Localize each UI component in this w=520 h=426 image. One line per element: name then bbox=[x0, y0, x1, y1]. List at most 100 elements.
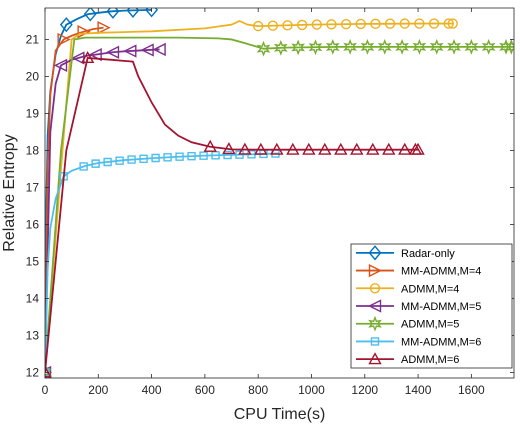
series-3-point-13 bbox=[414, 18, 425, 29]
series-4-point-4 bbox=[88, 47, 102, 62]
legend-label: ADMM,M=4 bbox=[401, 283, 459, 295]
series-7-point-14 bbox=[382, 142, 396, 155]
y-tick-label: 14 bbox=[26, 291, 40, 305]
series-5-point-13 bbox=[447, 38, 461, 55]
series-6-point-4 bbox=[91, 159, 100, 168]
legend-entry-6: MM-ADMM,M=6 bbox=[356, 336, 481, 348]
series-5-point-14 bbox=[464, 38, 479, 55]
series-3-point-1 bbox=[45, 367, 51, 378]
series-3-point-8 bbox=[340, 18, 352, 30]
series-line-6 bbox=[45, 152, 280, 373]
legend-label: MM-ADMM,M=5 bbox=[401, 301, 481, 313]
series-5-point-15 bbox=[481, 38, 496, 55]
x-axis-label: CPU Time(s) bbox=[234, 406, 326, 423]
series-7-point-1 bbox=[45, 365, 52, 378]
series-6-point-6 bbox=[115, 156, 124, 165]
series-7-point-13 bbox=[366, 142, 380, 155]
series-4-point-7 bbox=[140, 43, 154, 57]
series-7-point-2 bbox=[80, 51, 95, 64]
series-3-point-5 bbox=[296, 19, 308, 31]
series-6-point-13 bbox=[199, 151, 208, 160]
legend-label: Radar-only bbox=[401, 248, 455, 260]
series-7-point-12 bbox=[350, 142, 364, 155]
series-5-point-17 bbox=[504, 38, 514, 55]
series-4-point-5 bbox=[105, 45, 120, 59]
y-tick-label: 13 bbox=[26, 328, 40, 342]
x-tick-label: 1400 bbox=[405, 383, 432, 397]
series-6-point-7 bbox=[127, 155, 136, 164]
series-3-point-9 bbox=[355, 18, 366, 30]
series-5-point-6 bbox=[325, 38, 340, 55]
series-5-point-3 bbox=[273, 39, 288, 56]
series-4-point-1 bbox=[45, 365, 52, 378]
y-tick-label: 17 bbox=[26, 180, 40, 194]
series-7-point-17 bbox=[411, 142, 425, 155]
legend-marker bbox=[369, 283, 381, 294]
series-7-point-15 bbox=[398, 142, 412, 155]
y-tick-label: 20 bbox=[26, 69, 40, 83]
series-5-point-2 bbox=[256, 40, 271, 57]
series-7-point-6 bbox=[254, 142, 268, 155]
legend-entry-3: ADMM,M=4 bbox=[356, 283, 459, 295]
legend-entry-7: ADMM,M=6 bbox=[356, 352, 459, 366]
series-3-point-11 bbox=[384, 18, 396, 29]
series-5-point-16 bbox=[499, 38, 513, 55]
series-3-point-7 bbox=[326, 19, 337, 30]
y-tick-label: 16 bbox=[26, 217, 40, 231]
series-6-point-3 bbox=[79, 162, 88, 171]
series-line-3 bbox=[45, 19, 453, 373]
series-7 bbox=[45, 51, 425, 378]
x-tick-label: 1000 bbox=[298, 383, 325, 397]
series-7-point-7 bbox=[270, 142, 284, 155]
x-tick-label: 0 bbox=[42, 383, 49, 397]
series-3-point-14 bbox=[428, 18, 440, 29]
series-2-point-2 bbox=[57, 32, 71, 47]
series-7-point-11 bbox=[334, 142, 348, 155]
series-7-point-8 bbox=[286, 142, 300, 155]
legend-entry-4: MM-ADMM,M=5 bbox=[356, 299, 481, 313]
y-tick-label: 19 bbox=[26, 106, 40, 120]
series-2 bbox=[45, 20, 111, 376]
series-3-point-16 bbox=[447, 18, 458, 29]
series-2-point-4 bbox=[97, 20, 111, 35]
x-tick-label: 1200 bbox=[351, 383, 378, 397]
series-line-5 bbox=[45, 36, 514, 373]
series-3 bbox=[45, 18, 458, 378]
y-tick-label: 15 bbox=[26, 254, 40, 268]
series-5 bbox=[45, 36, 514, 378]
series-3-point-6 bbox=[311, 19, 323, 30]
series-line-2 bbox=[45, 26, 104, 373]
series-1-point-2 bbox=[59, 17, 73, 33]
legend-entry-1: Radar-only bbox=[356, 245, 455, 261]
y-tick-label: 21 bbox=[26, 32, 40, 46]
legend: Radar-only MM-ADMM,M=4 ADMM,M=4 MM-ADMM,M=5… bbox=[350, 243, 513, 369]
series-4-point-8 bbox=[152, 42, 166, 57]
series-6-point-11 bbox=[175, 152, 184, 161]
series-1-point-6 bbox=[145, 8, 159, 18]
series-7-point-9 bbox=[302, 142, 316, 155]
series-5-point-7 bbox=[343, 38, 357, 55]
series-6-point-17 bbox=[247, 150, 256, 159]
series-7-point-5 bbox=[238, 142, 252, 155]
series-6-point-5 bbox=[103, 157, 112, 167]
series-3-point-2 bbox=[252, 20, 264, 32]
legend-label: MM-ADMM,M=4 bbox=[401, 266, 481, 278]
series-5-point-9 bbox=[377, 38, 392, 55]
legend-entry-5: ADMM,M=5 bbox=[356, 315, 459, 332]
series-7-point-4 bbox=[222, 142, 236, 155]
axes-box bbox=[44, 7, 515, 379]
x-tick-label: 1600 bbox=[458, 383, 485, 397]
series-5-point-10 bbox=[395, 38, 409, 55]
legend-marker bbox=[368, 315, 382, 332]
series-5-point-11 bbox=[412, 38, 427, 55]
series-6-point-15 bbox=[223, 150, 232, 160]
series-5-point-12 bbox=[429, 38, 444, 55]
y-axis-label: Relative Entropy bbox=[1, 134, 18, 251]
legend-entry-2: MM-ADMM,M=4 bbox=[356, 263, 481, 278]
x-tick-label: 200 bbox=[88, 383, 108, 397]
legend-marker bbox=[368, 263, 383, 278]
y-tick-label: 12 bbox=[26, 365, 40, 379]
series-3-point-15 bbox=[443, 18, 454, 29]
legend-label: MM-ADMM,M=6 bbox=[401, 336, 481, 348]
series-7-point-3 bbox=[203, 139, 217, 152]
